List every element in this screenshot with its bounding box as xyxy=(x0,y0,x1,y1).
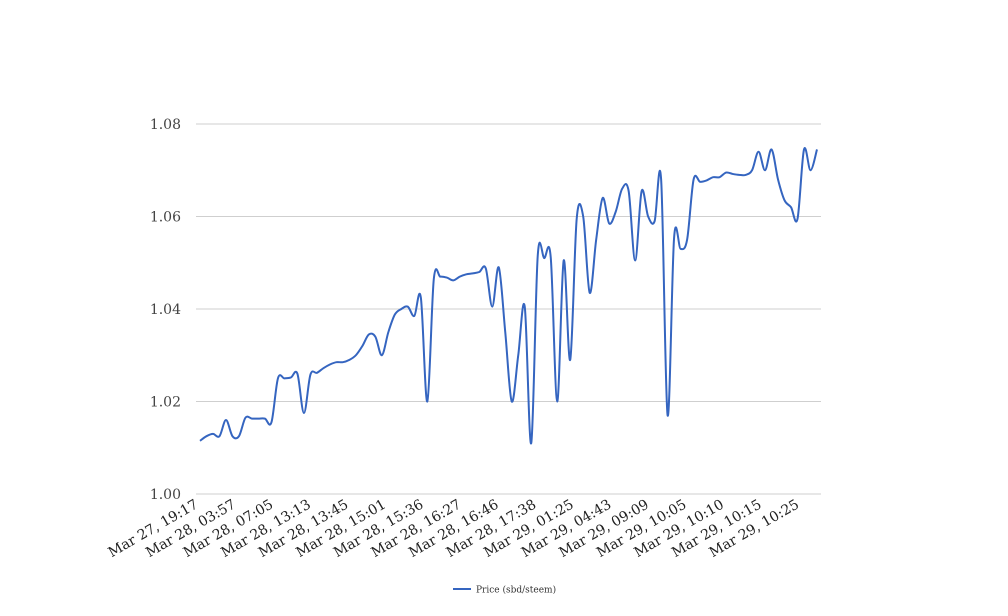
y-tick-label: 1.04 xyxy=(150,302,181,318)
y-axis-ticks: 1.00 1.02 1.04 1.06 1.08 xyxy=(150,117,181,503)
gridlines xyxy=(196,123,821,495)
legend: Price (sbd/steem) xyxy=(453,585,556,596)
y-tick-label: 1.02 xyxy=(150,395,181,411)
y-tick-label: 1.08 xyxy=(150,117,181,133)
y-tick-label: 1.00 xyxy=(150,487,181,503)
series-line xyxy=(199,147,818,445)
y-tick-label: 1.06 xyxy=(150,210,181,226)
legend-label: Price (sbd/steem) xyxy=(476,585,556,596)
series-layer xyxy=(199,147,818,445)
